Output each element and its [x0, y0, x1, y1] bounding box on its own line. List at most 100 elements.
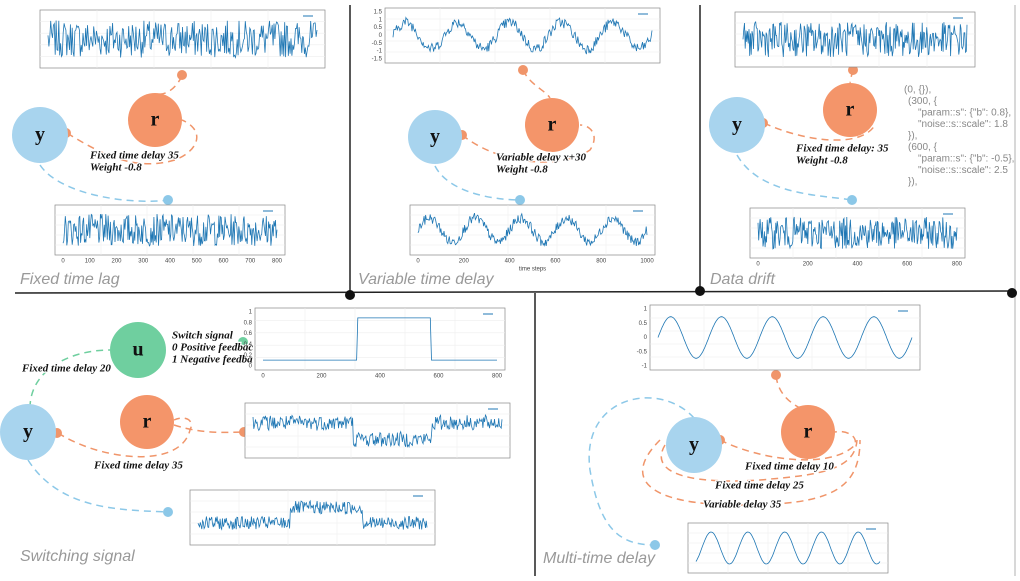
- x-tick-label: 800: [492, 374, 503, 380]
- node-label: r: [143, 411, 152, 433]
- y-tick-label: -1: [642, 364, 648, 370]
- plot-trace: [695, 531, 881, 565]
- plot-trace: [392, 16, 653, 55]
- code-line: }),: [908, 131, 917, 142]
- y-tick-label: 0.5: [639, 321, 648, 327]
- plot-trace: [62, 213, 278, 247]
- y-tick-label: 0.2: [244, 353, 253, 359]
- y-tick-label: 0.4: [244, 342, 253, 348]
- edge-label: Fixed time delay 35: [93, 460, 183, 472]
- edge-label: Weight -0.8: [496, 164, 548, 176]
- node-label: r: [151, 109, 160, 131]
- edge-label: Fixed time delay 10: [744, 461, 834, 473]
- x-tick-label: 100: [85, 259, 96, 265]
- x-tick-label: 600: [550, 259, 561, 265]
- y-tick-label: -1: [377, 49, 383, 55]
- node-label: y: [689, 434, 699, 456]
- x-tick-label: 400: [165, 259, 176, 265]
- plot-frame: [189, 489, 436, 546]
- code-line: "param::s": {"b": -0.5},: [918, 154, 1014, 165]
- plot-frame: [687, 522, 889, 574]
- y-tick-label: 0.5: [374, 25, 383, 31]
- x-tick-label: 400: [375, 374, 386, 380]
- y-tick-label: 1.5: [374, 10, 383, 16]
- x-tick-label: 700: [245, 259, 256, 265]
- node-label: y: [732, 114, 742, 136]
- mini-plot: 0 100 200 300 400 500 600 700 800: [54, 204, 286, 265]
- x-tick-label: 0: [261, 374, 265, 380]
- y-tick-label: -1.5: [372, 57, 383, 63]
- switch-label: 0 Positive feedbac: [172, 342, 253, 354]
- x-tick-label: 800: [272, 259, 283, 265]
- x-tick-label: 800: [952, 262, 963, 268]
- edge-label: Weight -0.8: [90, 162, 142, 174]
- x-tick-label: 200: [316, 374, 327, 380]
- switch-label: Switch signal: [172, 330, 234, 342]
- x-tick-label: 500: [192, 259, 203, 265]
- code-line: (0, {}),: [904, 85, 931, 96]
- plot-trace: [657, 316, 913, 359]
- switch-label: 1 Negative feedba: [172, 354, 253, 366]
- junction-dots: [345, 286, 1017, 300]
- x-tick-label: 0: [61, 259, 65, 265]
- y-tick-label: 0: [379, 33, 383, 39]
- edge-label: Variable delay 35: [703, 499, 782, 511]
- code-line: }),: [908, 177, 917, 188]
- mini-plot: [734, 11, 976, 68]
- x-tick-label: 200: [803, 262, 814, 268]
- code-line: (600, {: [908, 142, 938, 153]
- y-tick-label: 0: [644, 335, 648, 341]
- plot-trace: [417, 212, 648, 247]
- node-label: r: [804, 421, 813, 443]
- plot-frame: [54, 204, 286, 256]
- mini-plot: [189, 489, 436, 546]
- nodes: y r y r y r u y r y r: [0, 83, 877, 473]
- x-tick-label: 600: [902, 262, 913, 268]
- node-label: y: [430, 126, 440, 148]
- edge-label: Fixed time delay 25: [714, 480, 804, 492]
- x-tick-label: 600: [218, 259, 229, 265]
- y-tick-label: -0.5: [372, 41, 383, 47]
- y-tick-label: 1: [644, 307, 648, 313]
- plots: 0 100 200 300 400 500 600 700 8001.510.50-0.5-1-…: [39, 7, 976, 574]
- mini-plot: 0 200 400 600 800 1 0.8 0.6 0.4 0.2 0: [244, 307, 506, 380]
- panel-title: Multi-time delay: [543, 550, 656, 567]
- plot-trace: [47, 20, 318, 59]
- node-label: y: [35, 124, 45, 146]
- mini-plot: [39, 9, 326, 69]
- mini-plot: [244, 402, 511, 459]
- x-tick-label: 600: [433, 374, 444, 380]
- x-tick-label: 0: [756, 262, 760, 268]
- y-tick-label: 0.8: [244, 320, 253, 326]
- plot-frame: [244, 402, 511, 459]
- code-line: "noise::s::scale": 1.8: [918, 119, 1008, 130]
- edge-label: Fixed time delay 20: [21, 363, 111, 375]
- x-tick-label: 0: [416, 259, 420, 265]
- plot-frame: [409, 204, 656, 256]
- y-tick-label: 0.6: [244, 331, 253, 337]
- plot-trace: [742, 20, 968, 58]
- mini-plot: 1.51 0.5 0 -0.5 -1 -1.5: [372, 7, 661, 64]
- mini-plot: 0 200 400 600 800 1000 time steps: [409, 204, 656, 273]
- node-label: y: [23, 421, 33, 443]
- x-tick-label: 300: [138, 259, 149, 265]
- node-label: u: [132, 339, 143, 361]
- code-block: (0, {}),(300, {"param::s": {"b": 0.8},"n…: [904, 85, 1014, 188]
- code-line: "param::s": {"b": 0.8},: [918, 108, 1011, 119]
- panel-title: Switching signal: [20, 548, 135, 565]
- panel-title: Fixed time lag: [20, 271, 120, 288]
- code-line: (300, {: [908, 96, 938, 107]
- edge-label: Weight -0.8: [796, 155, 848, 167]
- plot-trace: [197, 499, 428, 531]
- y-tick-label: 1: [249, 310, 253, 316]
- y-tick-label: -0.5: [637, 349, 648, 355]
- plot-trace: [252, 413, 503, 448]
- mini-plot: 0 200 400 600 800: [749, 207, 966, 268]
- edge-label: Fixed time delay: 35: [795, 143, 889, 155]
- x-axis-label: time steps: [519, 267, 546, 273]
- edge-label: Variable delay x+30: [496, 152, 586, 164]
- plot-trace: [757, 216, 958, 250]
- x-tick-label: 1000: [640, 259, 654, 265]
- panel-title: Data drift: [710, 271, 775, 288]
